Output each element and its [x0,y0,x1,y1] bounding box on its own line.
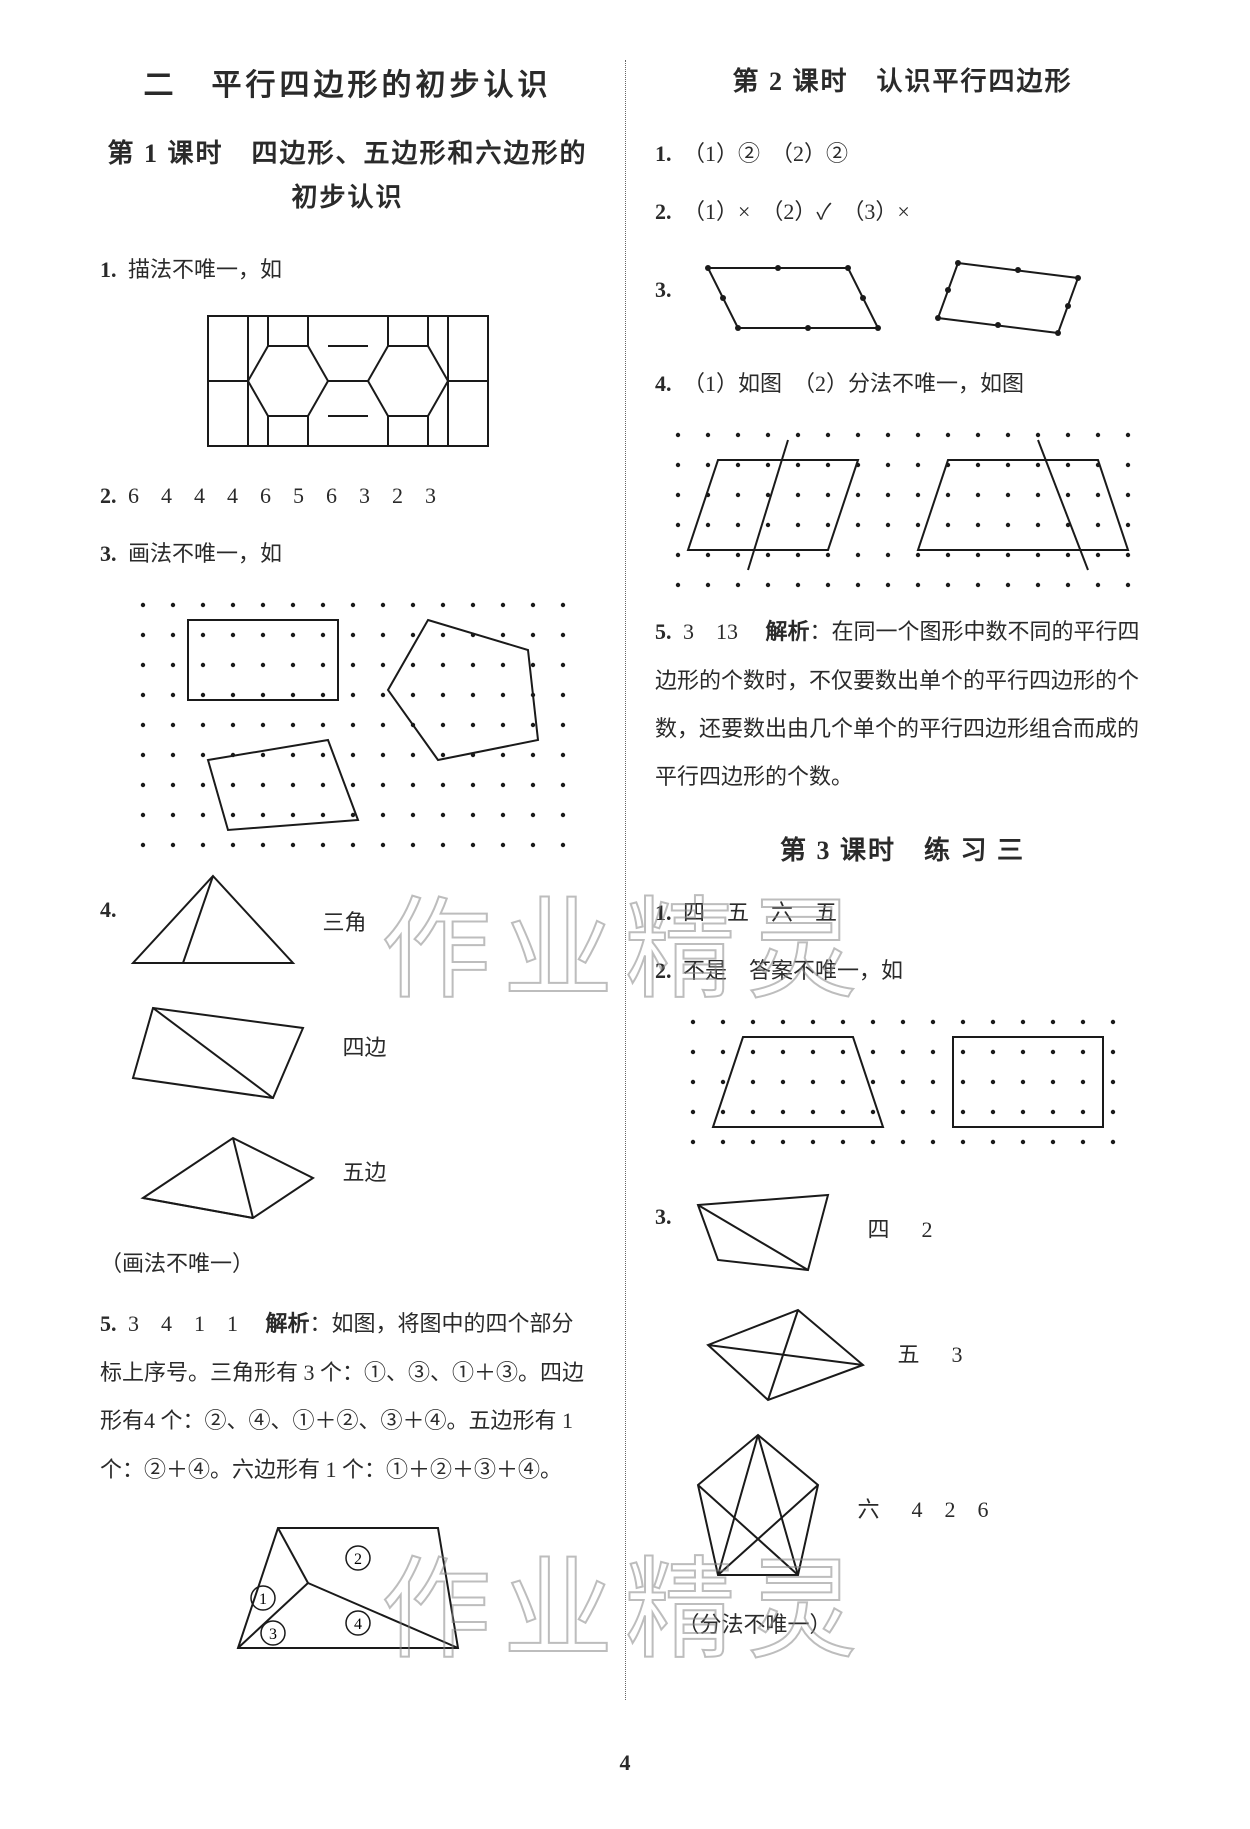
l3-q2: 2. 不是 答案不唯一，如 [655,949,1150,993]
chapter-title: 二 平行四边形的初步认识 [100,60,595,104]
triangle-label: 三角 [323,901,367,945]
q-text: 四 五 六 五 [683,900,837,925]
q5-answers: 3 13 [683,619,738,644]
q-num: 2. [655,199,672,224]
l3-row1-val: 2 [922,1208,933,1252]
q-text: 不是 答案不唯一，如 [683,958,903,983]
q-num: 5. [100,1311,117,1336]
q-answers: 6 4 4 4 6 5 6 3 2 3 [128,483,436,508]
l3-q1: 1. 四 五 六 五 [655,891,1150,935]
q-num: 3. [655,1195,672,1239]
q5-analysis: ：如图，将图中的四个部分标上序号。三角形有 3 个：①、③、①＋③。四边形有4 … [100,1311,584,1481]
l1-q4-note: （画法不唯一） [100,1242,595,1286]
lesson3-title: 第 3 课时 练 习 三 [655,830,1150,867]
q-num: 5. [655,619,672,644]
l3-q3: 3. 四 2 五 3 [655,1175,1150,1661]
l1-q5: 5. 3 4 1 1 解析：如图，将图中的四个部分标上序号。三角形有 3 个：①… [100,1300,595,1494]
quad-label: 四边 [343,1026,387,1070]
l2-q5: 5. 3 13 解析：在同一个图形中数不同的平行四边形的个数时，不仅要数出单个的… [655,608,1150,802]
q-num: 2. [655,958,672,983]
l2-q2: 2. （1）× （2）✓ （3）× [655,190,1150,234]
l1-q1: 1. 描法不唯一，如 [100,248,595,292]
l2-q3: 3. [655,248,1150,348]
q-num: 3. [100,541,117,566]
l3-row2-label: 五 [898,1333,920,1377]
q-text: （1）如图 （2）分法不唯一，如图 [683,371,1024,396]
analysis-label: 解析 [266,1311,310,1336]
l3-row3-vals: 4 2 6 [912,1488,989,1532]
l3-q3-note: （分法不唯一） [678,1603,1151,1647]
l3-row2-val: 3 [952,1333,963,1377]
l2-q4-figure [655,420,1150,590]
l1-q3: 3. 画法不唯一，如 [100,532,595,576]
q5-answers: 3 4 1 1 [128,1311,238,1336]
q-num: 3. [655,268,672,312]
lesson2-title: 第 2 课时 认识平行四边形 [655,60,1150,104]
q-text: 画法不唯一，如 [128,541,282,566]
l1-q5-figure: 1 2 3 4 [100,1508,595,1678]
l1-q1-figure [100,306,595,456]
analysis-label: 解析 [766,619,810,644]
left-column: 二 平行四边形的初步认识 第 1 课时 四边形、五边形和六边形的 初步认识 1.… [80,60,625,1740]
l3-row1-label: 四 [868,1208,890,1252]
l3-q2-figure [655,1007,1150,1157]
l1-q4: 4. 三角 四边 [100,868,595,1228]
l3-row3-label: 六 [858,1488,880,1532]
l1-q2: 2. 6 4 4 4 6 5 6 3 2 3 [100,474,595,518]
q-num: 4. [655,371,672,396]
svg-text:1: 1 [259,1591,267,1608]
q-num: 4. [100,888,117,932]
svg-text:3: 3 [269,1626,277,1643]
right-column: 第 2 课时 认识平行四边形 1. （1）② （2）② 2. （1）× （2）✓… [625,60,1170,1740]
penta-label: 五边 [343,1151,387,1195]
l2-q1: 1. （1）② （2）② [655,132,1150,176]
q-text: 描法不唯一，如 [128,257,282,282]
l1-q3-figure [100,590,595,850]
lesson1-title: 第 1 课时 四边形、五边形和六边形的 初步认识 [100,132,595,220]
l2-q4: 4. （1）如图 （2）分法不唯一，如图 [655,362,1150,406]
svg-text:4: 4 [354,1616,362,1633]
q-num: 1. [100,257,117,282]
page-number: 4 [80,1750,1170,1776]
q-text: （1）② （2）② [683,141,848,166]
q-text: （1）× （2）✓ （3）× [683,199,910,224]
q-num: 1. [655,141,672,166]
q5-analysis: ：在同一个图形中数不同的平行四边形的个数时，不仅要数出单个的平行四边形的个数，还… [655,619,1140,789]
q-num: 1. [655,900,672,925]
column-divider [625,60,626,1700]
svg-text:2: 2 [354,1551,362,1568]
q-num: 2. [100,483,117,508]
